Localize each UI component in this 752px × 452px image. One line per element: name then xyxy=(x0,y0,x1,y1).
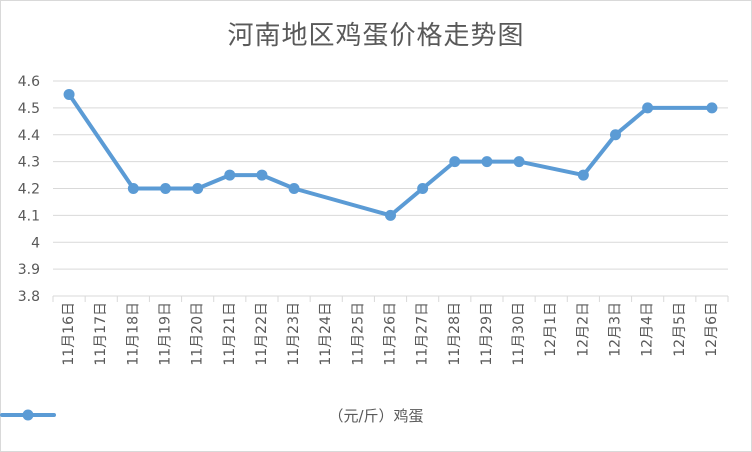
data-point xyxy=(577,169,589,181)
x-tick-label: 11月30日 xyxy=(511,302,527,366)
x-tick-label: 11月21日 xyxy=(222,302,238,366)
y-tick-label: 4.5 xyxy=(18,101,40,117)
data-point xyxy=(610,129,621,141)
x-tick-label: 12月2日 xyxy=(575,302,591,357)
data-point xyxy=(513,156,525,168)
chart-title: 河南地区鸡蛋价格走势图 xyxy=(227,21,525,51)
x-tick-label: 11月23日 xyxy=(286,302,302,366)
x-tick-label: 12月3日 xyxy=(608,302,624,357)
x-tick-label: 11月22日 xyxy=(254,302,270,366)
x-tick-label: 12月6日 xyxy=(704,302,720,357)
data-point xyxy=(127,183,139,194)
legend-swatch xyxy=(0,409,56,421)
series-line xyxy=(67,92,714,218)
legend-label: （元/斤）鸡蛋 xyxy=(328,407,424,425)
data-point xyxy=(481,156,493,168)
x-axis-tick-labels: 11月16日 11月17日 11月18日 11月19日 11月20日 11月21日 11月2… xyxy=(61,302,720,366)
data-point xyxy=(256,169,268,181)
x-tick-label: 11月16日 xyxy=(61,302,77,366)
data-point xyxy=(63,88,75,100)
y-tick-label: 4.3 xyxy=(18,155,40,171)
y-tick-label: 3.8 xyxy=(18,289,40,305)
x-tick-label: 11月27日 xyxy=(415,302,431,366)
x-tick-label: 12月5日 xyxy=(672,302,688,357)
data-point xyxy=(417,183,429,194)
y-tick-label: 4.6 xyxy=(18,74,40,90)
x-tick-label: 11月24日 xyxy=(318,302,334,366)
x-tick-label: 12月4日 xyxy=(640,302,656,357)
x-tick-label: 11月19日 xyxy=(158,302,174,366)
x-tick-label: 11月18日 xyxy=(125,302,141,366)
data-point xyxy=(385,209,396,221)
x-axis xyxy=(52,295,729,302)
x-tick-label: 11月26日 xyxy=(383,302,399,366)
data-point xyxy=(160,183,171,194)
data-point xyxy=(224,169,236,181)
x-tick-label: 11月29日 xyxy=(479,302,495,366)
data-point xyxy=(706,102,718,114)
x-tick-label: 11月25日 xyxy=(350,302,366,366)
x-tick-label: 12月1日 xyxy=(543,302,559,357)
data-point xyxy=(192,183,204,194)
legend: （元/斤）鸡蛋 xyxy=(0,405,752,426)
data-point xyxy=(449,156,461,168)
x-tick-label: 11月17日 xyxy=(93,302,109,366)
y-tick-label: 4.1 xyxy=(18,208,40,224)
y-tick-label: 3.9 xyxy=(18,262,40,278)
grid-lines xyxy=(53,80,728,270)
y-axis-tick-labels: 3.8 3.9 4 4.1 4.2 4.3 4.4 4.5 4.6 xyxy=(18,74,40,305)
y-tick-label: 4.2 xyxy=(18,182,40,198)
data-point xyxy=(288,183,300,194)
y-tick-label: 4 xyxy=(31,235,40,251)
x-tick-label: 11月20日 xyxy=(190,302,206,366)
x-tick-label: 11月28日 xyxy=(447,302,463,366)
series-layer xyxy=(63,88,718,221)
data-point xyxy=(642,102,654,114)
y-tick-label: 4.4 xyxy=(18,128,40,144)
